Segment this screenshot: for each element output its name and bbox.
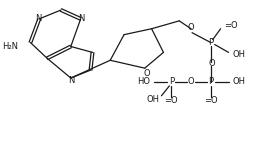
Text: =O: =O: [204, 96, 218, 105]
Text: O: O: [209, 59, 215, 68]
Text: P: P: [208, 77, 213, 86]
Text: OH: OH: [232, 77, 245, 86]
Text: N: N: [35, 14, 42, 23]
Text: =O: =O: [165, 96, 178, 105]
Text: O: O: [188, 77, 194, 86]
Text: OH: OH: [146, 95, 160, 104]
Text: =O: =O: [225, 21, 238, 30]
Text: OH: OH: [232, 50, 245, 59]
Text: O: O: [143, 69, 150, 78]
Text: P: P: [169, 77, 174, 86]
Text: N: N: [69, 76, 75, 86]
Text: HO: HO: [137, 77, 150, 86]
Text: N: N: [78, 14, 85, 23]
Text: H₂N: H₂N: [3, 42, 19, 51]
Text: P: P: [208, 38, 213, 47]
Text: O: O: [188, 23, 194, 32]
